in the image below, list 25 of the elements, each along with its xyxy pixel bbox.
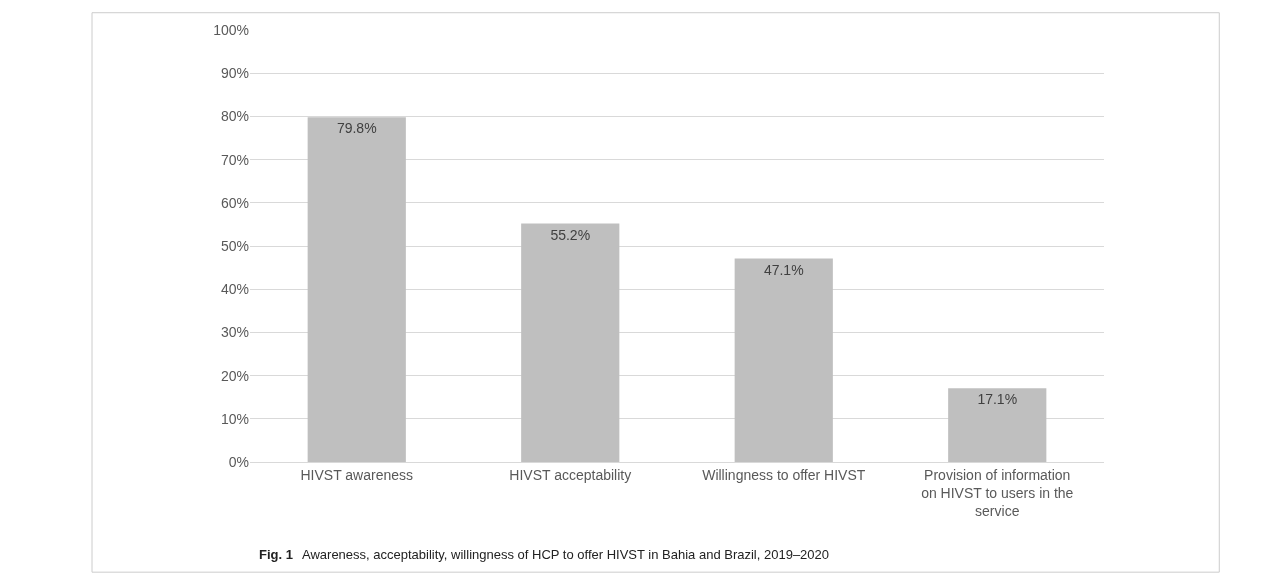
y-tick-label: 70% xyxy=(220,151,249,168)
data-label: 79.8% xyxy=(336,120,377,137)
data-label: 17.1% xyxy=(977,391,1018,408)
data-label: 55.2% xyxy=(550,226,591,243)
y-tick-label: 0% xyxy=(228,453,249,470)
x-tick-label: Provision of information on HIVST to users in the service xyxy=(921,466,1074,520)
y-tick-label: 40% xyxy=(220,281,249,298)
bar xyxy=(307,117,406,462)
y-tick-label: 100% xyxy=(213,21,249,38)
y-tick-label: 30% xyxy=(220,324,249,341)
caption: Fig. 1 xyxy=(259,547,293,562)
bar xyxy=(521,223,620,462)
x-tick-label: Willingness to offer HIVST xyxy=(702,466,866,483)
bar xyxy=(734,258,833,462)
y-tick-label: 50% xyxy=(220,237,249,254)
y-tick-label: 80% xyxy=(220,108,249,125)
x-tick-label: HIVST awareness xyxy=(300,466,414,483)
data-label: 47.1% xyxy=(763,261,804,278)
text: Awareness, acceptability, willingness of HCP to offer HIVST in Bahia and Brazil, 2019–2020 xyxy=(302,547,830,562)
y-tick-label: 10% xyxy=(220,410,249,427)
y-tick-label: 20% xyxy=(220,367,249,384)
x-tick-label: HIVST acceptability xyxy=(509,466,632,483)
y-tick-label: 90% xyxy=(220,65,249,82)
y-tick-label: 60% xyxy=(220,194,249,211)
bar xyxy=(948,388,1047,462)
